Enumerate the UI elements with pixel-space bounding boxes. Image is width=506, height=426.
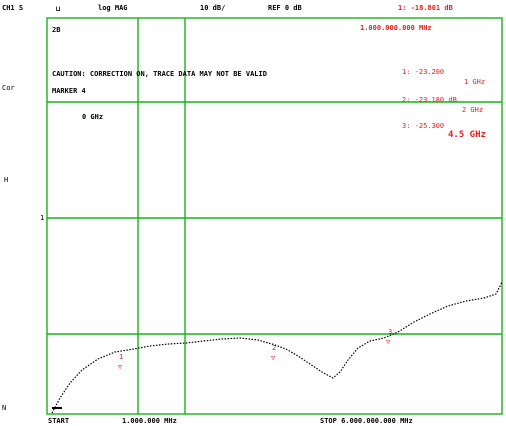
start-label: START xyxy=(48,417,70,425)
marker-list-3-value: 3: -25.300 xyxy=(402,122,445,130)
trace-marker-2-triangle-icon: ▽ xyxy=(271,354,276,362)
trace-marker-1[interactable]: 1 xyxy=(119,353,124,361)
marker-list-3-freq: 4.5 GHz xyxy=(448,130,486,140)
marker-stimulus: 0 GHz xyxy=(82,113,104,121)
averaging-label: N xyxy=(2,404,7,412)
trace-marker-1-triangle-icon: ▽ xyxy=(118,363,123,371)
active-marker-stimulus: 1.000.000.000 MHz xyxy=(360,24,432,32)
graticule xyxy=(46,17,503,415)
marker-list-1-freq: 1 GHz xyxy=(464,78,486,86)
marker-list-1-value: 1: -23.200 xyxy=(402,68,445,76)
channel-label: CH1 S xyxy=(2,4,24,12)
reference-label: REF 0 dB xyxy=(268,4,302,12)
trace-number: 2B xyxy=(52,26,61,34)
trace-marker-2[interactable]: 2 xyxy=(272,344,277,352)
correction-label: Cor xyxy=(2,84,15,92)
active-marker-value: 1: -18.801 dB xyxy=(398,4,453,12)
start-frequency: 1.000.000 MHz xyxy=(122,417,177,425)
caution-message: CAUTION: CORRECTION ON, TRACE DATA MAY N… xyxy=(52,70,267,78)
marker-list-2-value: 2: -23.180 dB xyxy=(402,96,457,104)
measurement-trace xyxy=(51,281,503,414)
trace-marker-3[interactable]: 3 xyxy=(388,328,393,336)
stop-frequency: STOP 6.000.000.000 MHz xyxy=(320,417,413,425)
log-mag-icon: ⊔ xyxy=(56,5,61,13)
hold-label: H xyxy=(4,176,9,184)
graticule-frame xyxy=(46,17,503,415)
trace-marker-3-triangle-icon: ▽ xyxy=(386,338,391,346)
scale-label: 10 dB/ xyxy=(200,4,226,12)
reference-marker-label: 1 xyxy=(40,214,45,222)
format-label: log MAG xyxy=(98,4,128,12)
marker-title: MARKER 4 xyxy=(52,87,86,95)
marker-list-2-freq: 2 GHz xyxy=(462,106,484,114)
